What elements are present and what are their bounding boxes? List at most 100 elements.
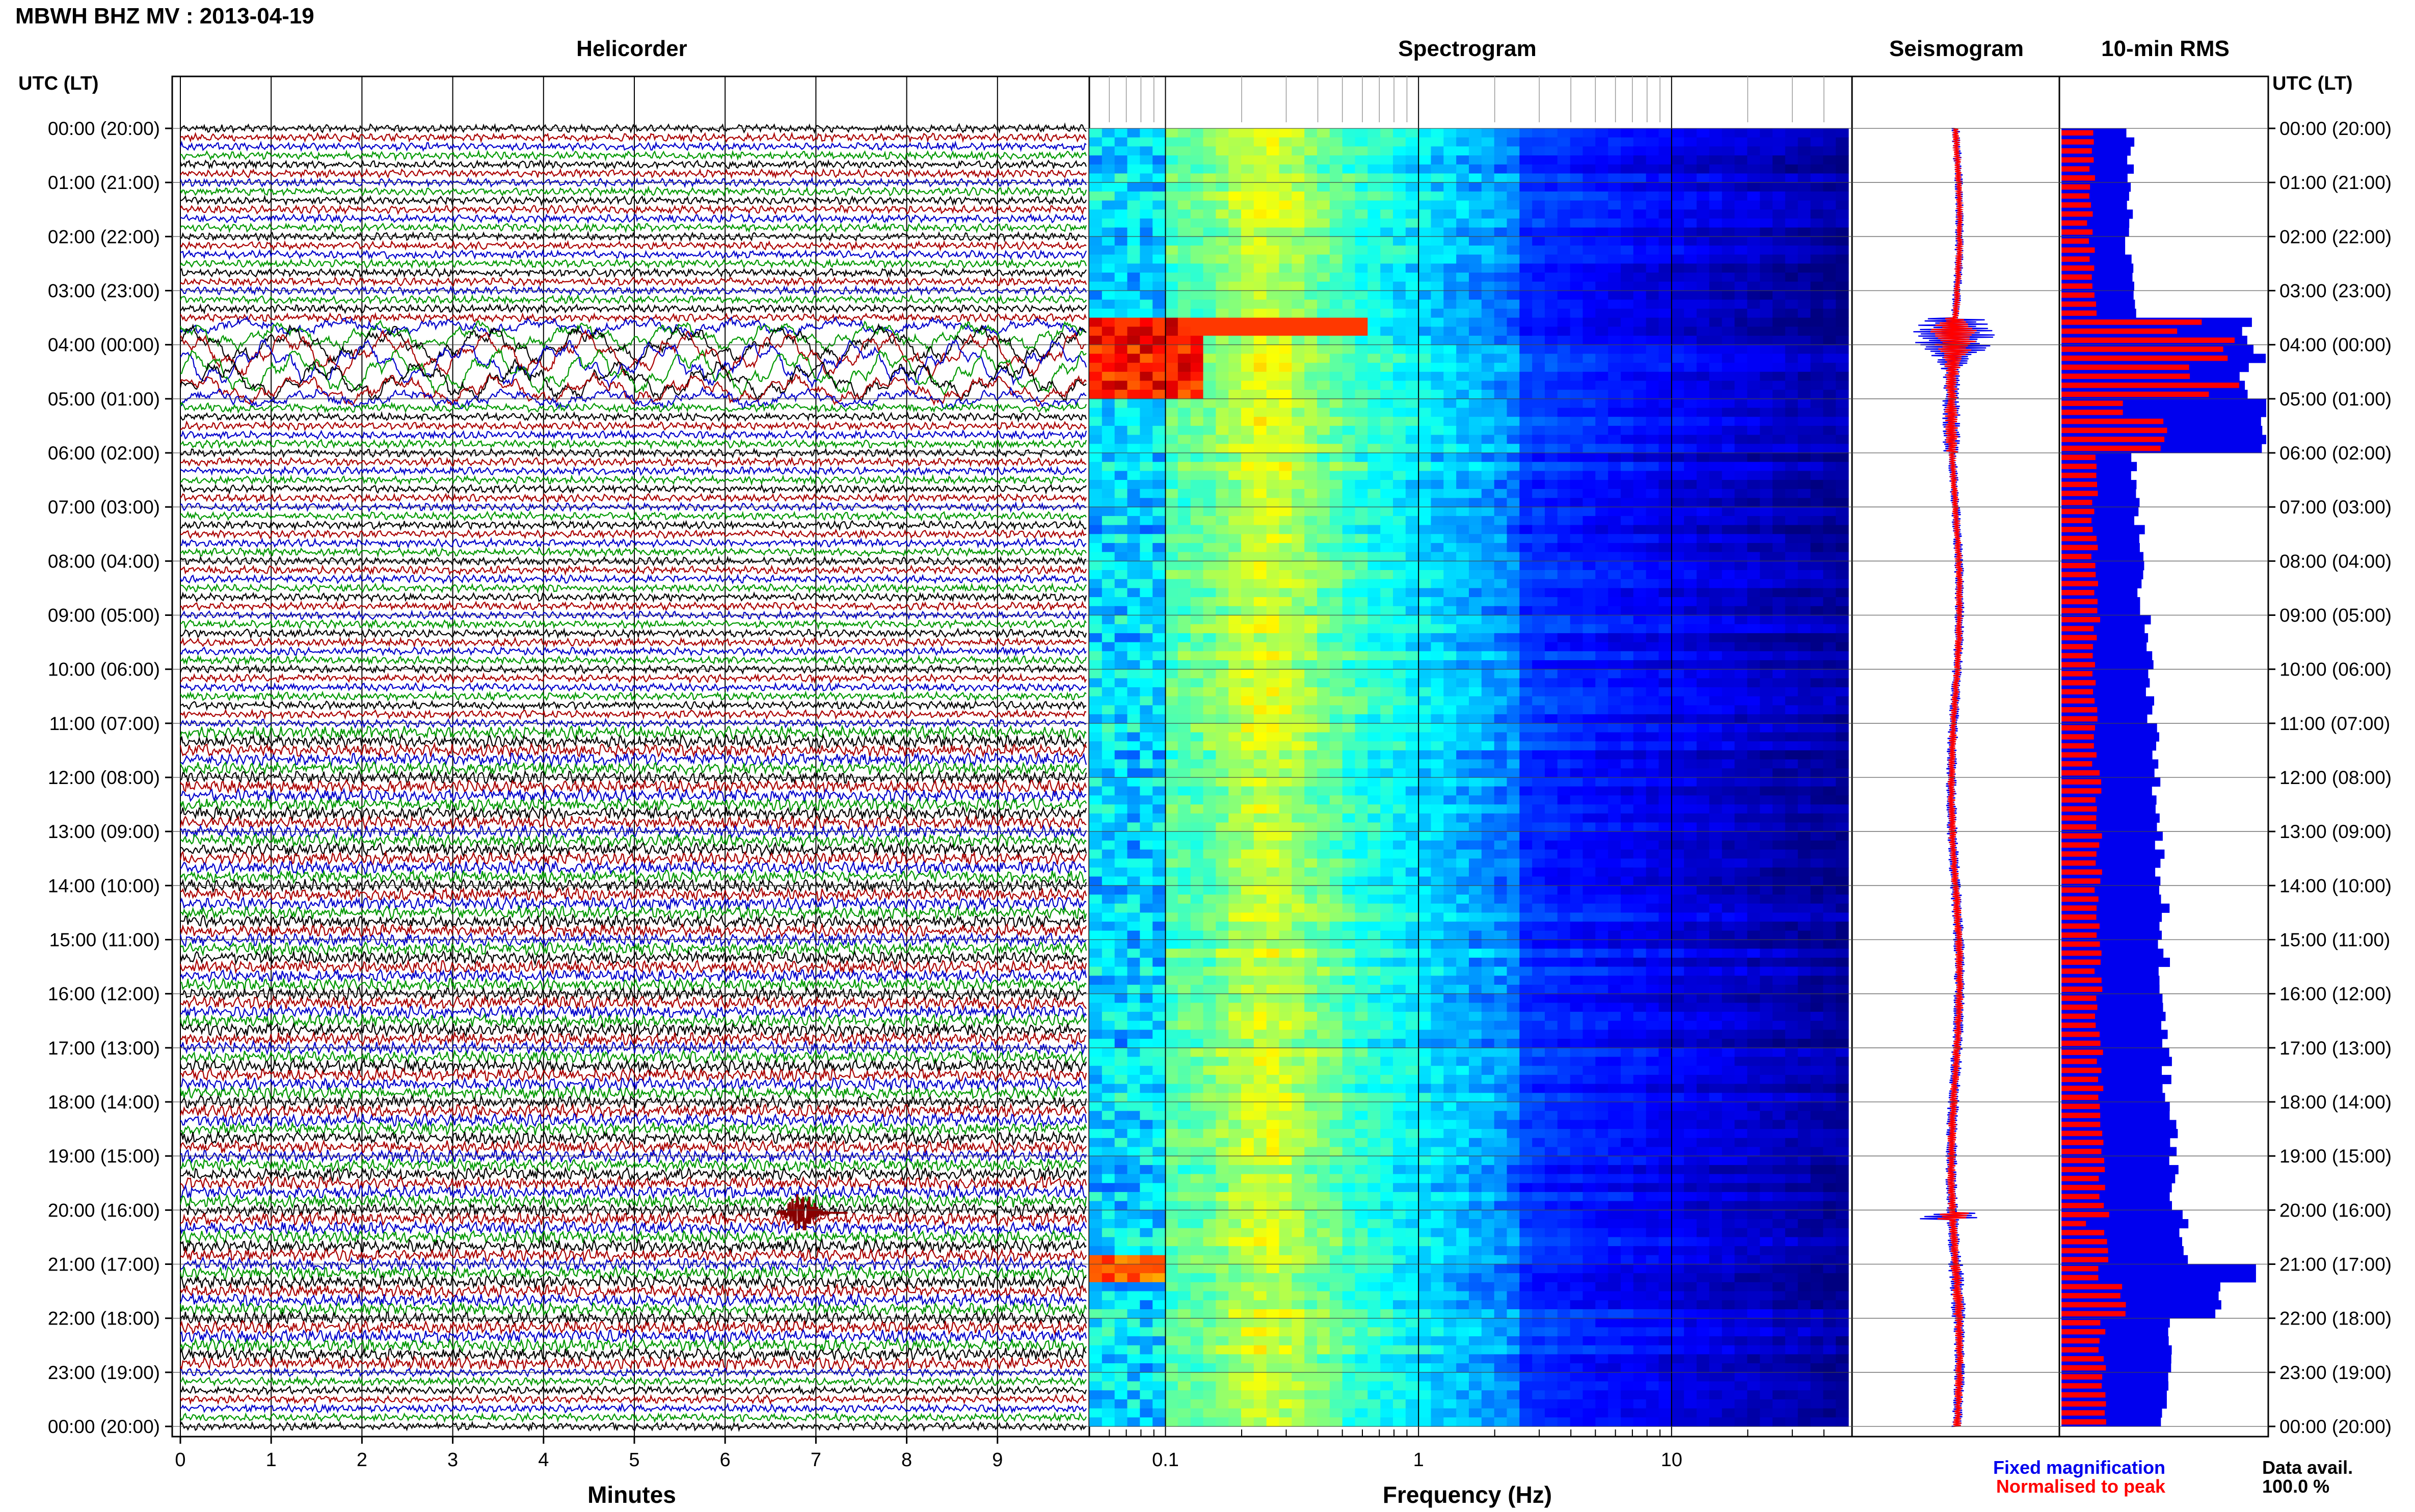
spectrogram-cell <box>1532 228 1545 237</box>
spectrogram-cell <box>1785 390 1798 399</box>
spectrogram-cell <box>1583 327 1596 336</box>
spectrogram-cell <box>1418 381 1431 390</box>
spectrogram-cell <box>1671 579 1684 588</box>
spectrogram-cell <box>1760 723 1773 733</box>
spectrogram-cell <box>1659 255 1672 264</box>
spectrogram-cell <box>1684 462 1697 471</box>
spectrogram-cell <box>1747 570 1760 579</box>
spectrogram-cell <box>1355 408 1368 417</box>
spectrogram-cell <box>1267 714 1279 723</box>
spectrogram-cell <box>1128 633 1140 642</box>
spectrogram-cell <box>1532 201 1545 210</box>
spectrogram-cell <box>1292 516 1304 525</box>
spectrogram-cell <box>1089 768 1102 777</box>
spectrogram-cell <box>1343 714 1355 723</box>
spectrogram-cell <box>1659 165 1672 174</box>
spectrogram-cell <box>1494 687 1507 696</box>
spectrogram-cell <box>1191 714 1203 723</box>
spectrogram-cell <box>1507 255 1520 264</box>
spectrogram-cell <box>1102 192 1115 201</box>
spectrogram-cell <box>1532 381 1545 390</box>
spectrogram-cell <box>1254 768 1267 777</box>
spectrogram-cell <box>1671 570 1684 579</box>
spectrogram-cell <box>1367 588 1380 597</box>
spectrogram-cell <box>1203 678 1216 687</box>
spectrogram-cell <box>1836 795 1848 804</box>
spectrogram-cell <box>1203 282 1216 291</box>
spectrogram-cell <box>1367 480 1380 489</box>
spectrogram-cell <box>1773 345 1785 354</box>
spectrogram-cell <box>1659 570 1672 579</box>
spectrogram-cell <box>1089 777 1102 787</box>
spectrogram-cell <box>1418 814 1431 823</box>
spectrogram-cell <box>1115 291 1128 300</box>
spectrogram-cell <box>1380 417 1393 426</box>
spectrogram-cell <box>1456 705 1469 714</box>
spectrogram-cell <box>1811 814 1823 823</box>
spectrogram-cell <box>1811 399 1823 408</box>
spectrogram-cell <box>1317 804 1330 814</box>
spectrogram-cell <box>1760 246 1773 255</box>
spectrogram-cell <box>1330 714 1343 723</box>
spectrogram-cell <box>1343 155 1355 165</box>
spectrogram-cell <box>1115 155 1128 165</box>
spectrogram-cell <box>1659 489 1672 498</box>
spectrogram-cell <box>1393 354 1406 363</box>
spectrogram-cell <box>1115 750 1128 760</box>
spectrogram-cell <box>1216 399 1228 408</box>
spectrogram-cell <box>1343 588 1355 597</box>
spectrogram-cell <box>1254 273 1267 282</box>
spectrogram-cell <box>1191 552 1203 561</box>
spectrogram-cell <box>1684 606 1697 615</box>
spectrogram-cell <box>1532 444 1545 453</box>
spectrogram-cell <box>1659 435 1672 444</box>
spectrogram-cell <box>1671 669 1684 679</box>
spectrogram-cell <box>1659 209 1672 219</box>
spectrogram-cell <box>1507 651 1520 660</box>
spectrogram-cell <box>1279 138 1292 147</box>
spectrogram-cell <box>1128 146 1140 155</box>
spectrogram-cell <box>1583 291 1596 300</box>
spectrogram-cell <box>1836 444 1848 453</box>
spectrogram-cell <box>1608 768 1621 777</box>
spectrogram-cell <box>1393 128 1406 138</box>
spectrogram-cell <box>1367 138 1380 147</box>
spectrogram-cell <box>1608 687 1621 696</box>
spectrogram-cell <box>1621 804 1633 814</box>
spectrogram-cell <box>1798 345 1811 354</box>
spectrogram-cell <box>1443 372 1456 381</box>
spectrogram-cell <box>1570 236 1583 246</box>
spectrogram-cell <box>1292 543 1304 552</box>
spectrogram-cell <box>1279 282 1292 291</box>
spectrogram-cell <box>1393 282 1406 291</box>
spectrogram-cell <box>1469 291 1482 300</box>
spectrogram-cell <box>1747 174 1760 183</box>
spectrogram-cell <box>1367 552 1380 561</box>
spectrogram-cell <box>1507 291 1520 300</box>
spectrogram-cell <box>1684 552 1697 561</box>
spectrogram-cell <box>1406 138 1418 147</box>
spectrogram-cell <box>1431 615 1444 625</box>
spectrogram-cell <box>1418 444 1431 453</box>
spectrogram-cell <box>1633 795 1646 804</box>
spectrogram-cell <box>1367 624 1380 633</box>
spectrogram-cell <box>1140 480 1152 489</box>
spectrogram-cell <box>1406 624 1418 633</box>
spectrogram-cell <box>1165 669 1178 679</box>
spectrogram-cell <box>1241 426 1254 435</box>
spectrogram-cell <box>1367 696 1380 706</box>
spectrogram-cell <box>1418 733 1431 742</box>
spectrogram-cell <box>1659 714 1672 723</box>
spectrogram-cell <box>1102 768 1115 777</box>
spectrogram-cell <box>1697 624 1709 633</box>
spectrogram-cell <box>1228 516 1241 525</box>
spectrogram-cell <box>1115 471 1128 480</box>
spectrogram-cell <box>1241 615 1254 625</box>
spectrogram-cell <box>1406 399 1418 408</box>
spectrogram-cell <box>1241 588 1254 597</box>
spectrogram-cell <box>1823 543 1836 552</box>
spectrogram-cell <box>1633 733 1646 742</box>
spectrogram-cell <box>1343 534 1355 543</box>
spectrogram-cell <box>1671 696 1684 706</box>
spectrogram-cell <box>1570 336 1583 345</box>
